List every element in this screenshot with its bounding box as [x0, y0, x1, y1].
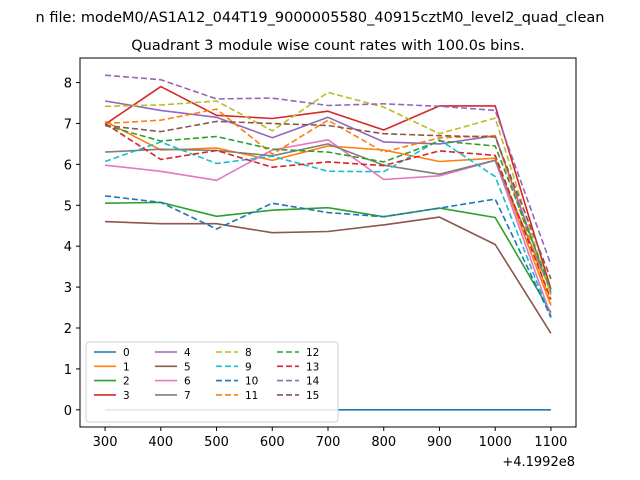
- y-tick-label: 7: [64, 117, 72, 132]
- series-line-13: [104, 122, 552, 300]
- legend-label-10: 10: [245, 376, 258, 388]
- legend-label-12: 12: [306, 347, 319, 359]
- series-line-8: [105, 91, 552, 296]
- legend-label-4: 4: [184, 347, 191, 359]
- legend-label-5: 5: [184, 361, 191, 373]
- legend-label-0: 0: [123, 347, 130, 359]
- series-line-5: [105, 216, 552, 334]
- y-tick-label: 2: [64, 322, 72, 337]
- legend-label-13: 13: [306, 361, 319, 373]
- x-tick-label: 400: [148, 435, 173, 450]
- x-tick-label: 1000: [479, 435, 512, 450]
- y-tick-label: 8: [64, 77, 72, 92]
- legend-label-11: 11: [245, 390, 258, 402]
- legend-label-8: 8: [245, 347, 252, 359]
- x-offset-label: +4.1992e8: [502, 455, 575, 470]
- x-axis: 300 400 500 600 700 800 900 1000 1100: [93, 427, 567, 450]
- y-axis: 0 1 2 3 4 5 6 7 8: [64, 77, 80, 419]
- legend-box: [85, 341, 339, 423]
- legend-label-9: 9: [245, 361, 252, 373]
- chart-title: Quadrant 3 module wise count rates with …: [131, 38, 525, 54]
- series-line-2: [105, 201, 552, 313]
- x-tick-label: 300: [93, 435, 118, 450]
- legend-label-15: 15: [306, 390, 319, 402]
- legend-label-7: 7: [184, 390, 191, 402]
- series-line-3: [104, 85, 552, 290]
- y-tick-label: 1: [64, 363, 72, 378]
- y-tick-label: 0: [64, 404, 72, 419]
- series-line-14: [105, 74, 552, 265]
- series-line-9: [104, 139, 552, 319]
- series-line-12: [104, 124, 552, 290]
- y-tick-label: 6: [64, 158, 72, 173]
- legend-label-1: 1: [123, 361, 130, 373]
- x-tick-label: 900: [427, 435, 452, 450]
- x-tick-label: 800: [371, 435, 396, 450]
- figure-suptitle: n file: modeM0/AS1A12_044T19_9000005580_…: [36, 10, 605, 26]
- y-tick-label: 3: [64, 281, 72, 296]
- x-tick-label: 600: [260, 435, 285, 450]
- series-line-4: [104, 100, 552, 294]
- legend-label-14: 14: [306, 376, 320, 388]
- series-line-10: [105, 195, 552, 318]
- y-tick-label: 5: [64, 199, 72, 214]
- legend-label-3: 3: [123, 390, 130, 402]
- x-tick-label: 700: [316, 435, 341, 450]
- legend-label-6: 6: [184, 376, 191, 388]
- x-tick-label: 1100: [534, 435, 567, 450]
- y-tick-label: 4: [64, 240, 72, 255]
- legend-label-2: 2: [123, 376, 130, 388]
- series-line-15: [105, 120, 552, 280]
- x-tick-label: 500: [204, 435, 229, 450]
